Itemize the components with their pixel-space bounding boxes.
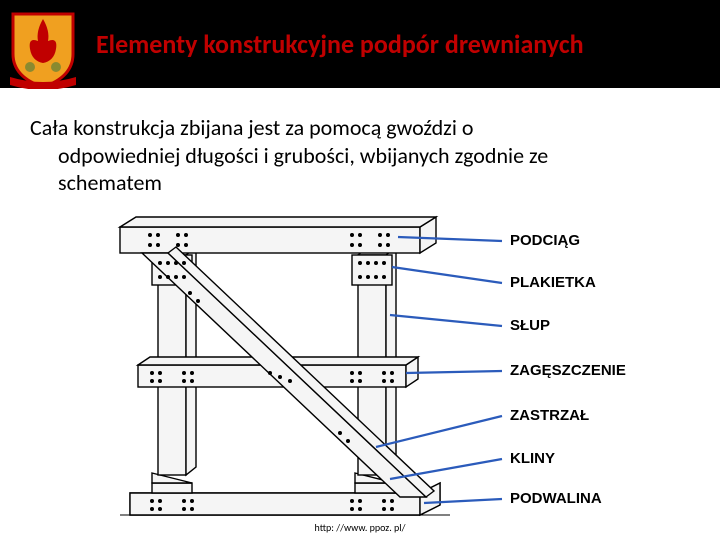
label-zageszczenie: ZAGĘSZCZENIE <box>510 362 626 379</box>
label-slup: SŁUP <box>510 317 550 334</box>
label-podciag: PODCIĄG <box>510 232 580 249</box>
header-bar: Elementy konstrukcyjne podpór drewnianyc… <box>0 0 720 88</box>
body-paragraph: Cała konstrukcja zbijana jest za pomocą … <box>0 88 720 207</box>
label-podwalina: PODWALINA <box>510 490 602 507</box>
source-url: http: //www. ppoz. pl/ <box>0 521 720 534</box>
body-line-3: schematem <box>30 169 690 197</box>
label-kliny: KLINY <box>510 450 555 467</box>
logo-shield <box>8 9 78 85</box>
body-line-1: Cała konstrukcja zbijana jest za pomocą … <box>30 114 474 141</box>
label-zastrzal: ZASTRZAŁ <box>510 407 589 424</box>
support-diagram: PODCIĄG PLAKIETKA SŁUP ZAGĘSZCZENIE ZAST… <box>80 215 640 525</box>
label-plakietka: PLAKIETKA <box>510 274 596 291</box>
body-line-2: odpowiedniej długości i grubości, wbijan… <box>30 142 690 170</box>
slide-title: Elementy konstrukcyjne podpór drewnianyc… <box>96 28 584 60</box>
